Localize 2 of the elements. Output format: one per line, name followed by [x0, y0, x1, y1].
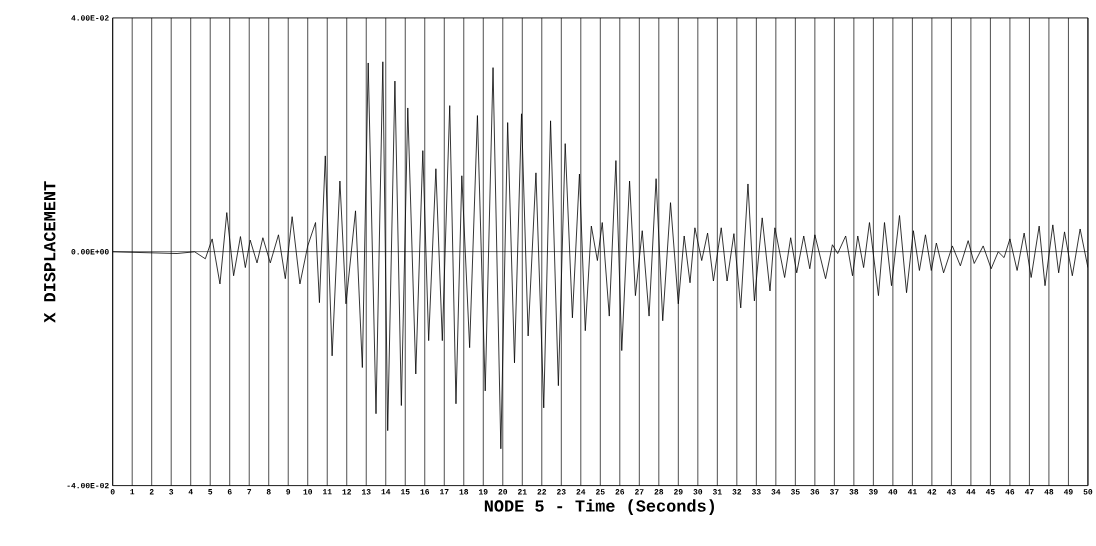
y-axis-title: X DISPLACEMENT	[43, 181, 56, 323]
x-axis-title: NODE 5 - Time (Seconds)	[484, 499, 714, 515]
